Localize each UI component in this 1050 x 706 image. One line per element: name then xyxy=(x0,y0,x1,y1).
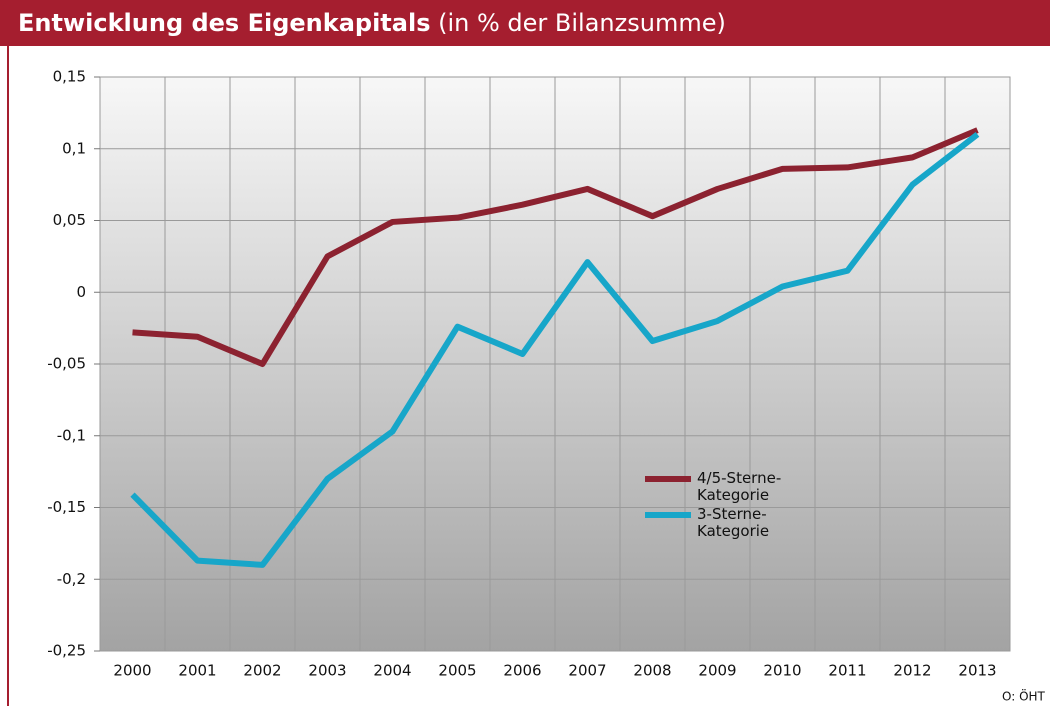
legend-label: 3-Sterne-Kategorie xyxy=(697,505,770,540)
x-tick-label: 2011 xyxy=(828,662,866,680)
y-tick-label: -0,05 xyxy=(47,355,86,373)
legend-label: 4/5-Sterne-Kategorie xyxy=(697,469,782,504)
x-tick-label: 2009 xyxy=(698,662,736,680)
y-tick-label: -0,25 xyxy=(47,642,86,660)
chart-subtitle: (in % der Bilanzsumme) xyxy=(438,9,726,37)
chart-title: Entwicklung des Eigenkapitals xyxy=(18,9,431,37)
legend-swatch xyxy=(645,476,691,482)
y-tick-label: 0,05 xyxy=(53,211,86,229)
title-bar: Entwicklung des Eigenkapitals (in % der … xyxy=(0,0,1050,46)
x-tick-label: 2003 xyxy=(308,662,346,680)
left-border xyxy=(7,40,9,706)
x-tick-label: 2007 xyxy=(568,662,606,680)
source-note: O: ÖHT xyxy=(1002,688,1046,704)
x-tick-label: 2012 xyxy=(893,662,931,680)
x-tick-label: 2001 xyxy=(178,662,216,680)
x-tick-label: 2004 xyxy=(373,662,411,680)
series-line xyxy=(130,132,980,568)
y-tick-label: 0,15 xyxy=(53,68,86,86)
legend-item: 3-Sterne-Kategorie xyxy=(645,506,797,540)
x-tick-label: 2005 xyxy=(438,662,476,680)
x-tick-label: 2010 xyxy=(763,662,801,680)
series-line xyxy=(132,127,979,367)
x-tick-label: 2008 xyxy=(633,662,671,680)
y-tick-label: -0,2 xyxy=(57,570,86,588)
y-tick-label: -0,15 xyxy=(47,498,86,516)
x-tick-label: 2002 xyxy=(243,662,281,680)
x-tick-label: 2013 xyxy=(958,662,996,680)
legend: 4/5-Sterne-Kategorie 3-Sterne-Kategorie xyxy=(645,470,797,542)
y-tick-label: 0 xyxy=(76,283,86,301)
y-tick-label: 0,1 xyxy=(62,139,86,157)
legend-item: 4/5-Sterne-Kategorie xyxy=(645,470,797,504)
y-tick-label: -0,1 xyxy=(57,426,86,444)
legend-swatch xyxy=(645,512,691,518)
x-tick-label: 2000 xyxy=(113,662,151,680)
x-tick-label: 2006 xyxy=(503,662,541,680)
